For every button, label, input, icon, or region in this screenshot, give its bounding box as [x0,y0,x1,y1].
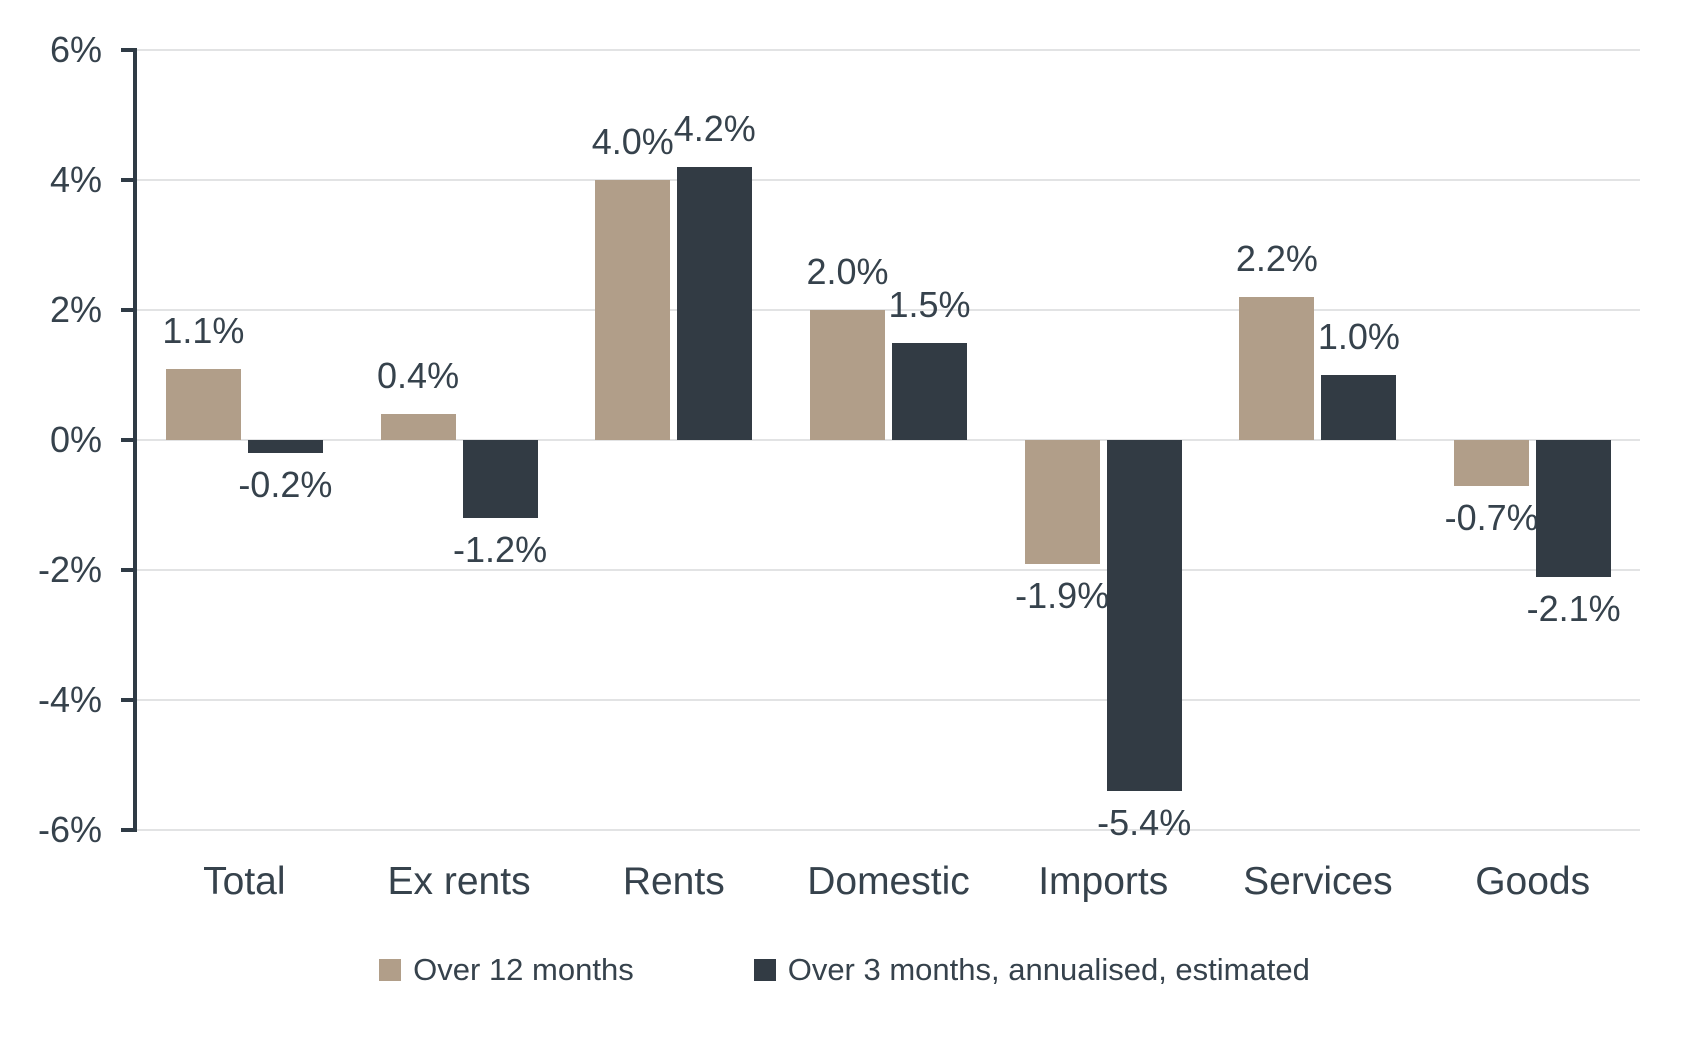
value-label: -0.7% [1444,496,1539,538]
gridline [137,829,1640,831]
value-label: 4.0% [591,121,674,162]
legend-swatch-icon [753,959,776,981]
bar-domestic-series-0 [810,310,885,440]
value-label: 2.0% [806,251,889,292]
bar-services-series-0 [1239,297,1315,440]
axis-tick-mark [121,568,137,572]
y-axis-tick-label: -6% [37,809,102,850]
legend-item-over-3-months: Over 3 months, annualised, estimated [753,950,1310,990]
bar-rents-series-0 [595,180,671,440]
y-axis-tick-label: 0% [49,419,102,460]
legend-item-over-12-months: Over 12 months [379,950,634,990]
bar-ex-rents-series-1 [462,440,538,518]
y-axis-tick-label: 6% [49,29,102,70]
category-label-rents: Rents [622,860,725,903]
bar-goods-series-0 [1454,440,1530,486]
value-label: -0.2% [238,464,333,505]
value-label: -5.4% [1097,802,1192,843]
category-label-goods: Goods [1475,860,1591,903]
y-axis-tick-label: -4% [37,679,102,720]
value-label: 1.1% [162,309,245,351]
bar-rents-series-1 [677,167,753,440]
gridline [137,439,1640,441]
gridline [137,179,1640,181]
category-label-imports: Imports [1038,860,1169,903]
bar-imports-series-0 [1024,440,1100,564]
axis-tick-mark [121,438,137,442]
gridline [137,569,1640,571]
category-label-total: Total [203,860,286,903]
value-label: -2.1% [1526,587,1621,629]
axis-tick-mark [121,48,137,52]
bar-total-series-0 [165,368,241,440]
bar-services-series-1 [1321,375,1397,440]
bar-ex-rents-series-0 [380,414,456,440]
value-label: 4.2% [673,108,756,149]
axis-tick-mark [121,698,137,702]
y-axis-tick-label: 4% [49,159,102,200]
value-label: 0.4% [377,355,460,396]
axis-tick-mark [121,178,137,182]
y-axis-tick-label: -2% [37,549,102,590]
gridline [137,309,1640,311]
value-label: 1.0% [1317,316,1400,357]
category-label-services: Services [1243,860,1393,903]
bar-total-series-1 [247,440,323,453]
legend-label: Over 12 months [413,952,634,987]
y-axis-tick-label: 2% [49,289,102,330]
value-label: 1.5% [888,283,971,325]
value-label: -1.2% [453,529,548,570]
value-label: 2.2% [1235,238,1318,279]
category-label-ex-rents: Ex rents [387,860,531,903]
gridline [137,699,1640,701]
gridline [137,49,1640,51]
category-label-domestic: Domestic [807,860,970,903]
axis-tick-mark [121,828,137,832]
y-axis-line [133,48,137,832]
bar-goods-series-1 [1536,440,1612,577]
legend-swatch-icon [379,959,402,981]
bar-imports-series-1 [1106,440,1182,791]
axis-tick-mark [121,308,137,312]
value-label: -1.9% [1015,574,1110,616]
bar-domestic-series-1 [892,342,967,440]
legend-label: Over 3 months, annualised, estimated [787,952,1310,987]
legend: Over 12 months Over 3 months, annualised… [0,950,1689,990]
